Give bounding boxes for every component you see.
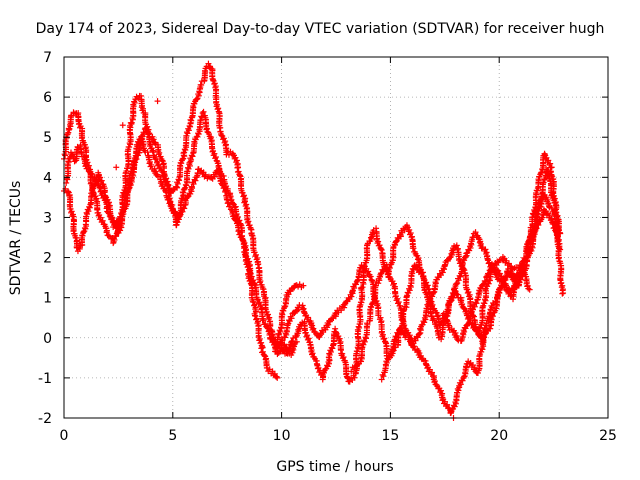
grid-lines xyxy=(64,57,608,418)
series-trace-b xyxy=(61,108,281,381)
data-points xyxy=(61,60,567,421)
